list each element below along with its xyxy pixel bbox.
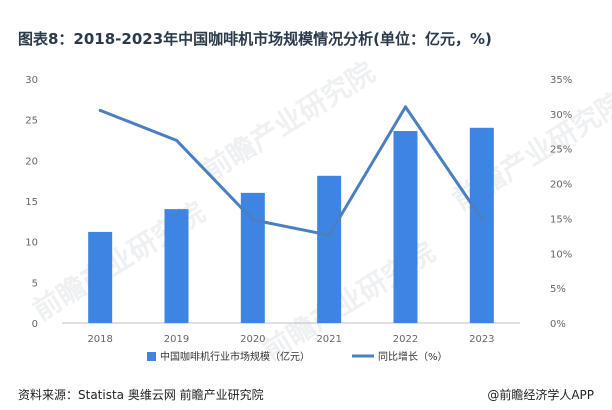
- x-tick-label: 2023: [469, 334, 494, 345]
- left-tick-label: 25: [25, 116, 38, 127]
- line-point: [175, 138, 178, 142]
- right-tick-label: 30%: [550, 110, 572, 121]
- bar: [240, 192, 265, 323]
- right-tick-label: 5%: [550, 284, 566, 295]
- left-tick-label: 10: [25, 238, 38, 249]
- x-tick-label: 2022: [393, 334, 418, 345]
- left-tick-label: 0: [32, 319, 38, 330]
- right-tick-label: 25%: [550, 145, 572, 156]
- left-tick-label: 15: [25, 197, 38, 208]
- chart-title: 图表8：2018-2023年中国咖啡机市场规模情况分析(单位：亿元，%): [18, 30, 492, 48]
- bar: [393, 131, 418, 323]
- legend-bar-swatch: [147, 352, 156, 361]
- left-tick-label: 30: [25, 75, 38, 86]
- line-series: [98, 105, 484, 237]
- x-tick-label: 2018: [87, 334, 112, 345]
- x-tick-label: 2020: [240, 334, 265, 345]
- brand-label: @前瞻经济学人APP: [487, 388, 594, 402]
- right-tick-label: 0%: [550, 319, 566, 330]
- bar: [164, 209, 189, 323]
- axes: 0 5 10 15 20 25 30 0% 5% 10% 15% 20% 25% 30% 35% 2018 20…: [25, 75, 572, 345]
- bar-series: [88, 127, 494, 323]
- bar: [88, 231, 113, 323]
- legend-line-label: 同比增长（%）: [378, 350, 448, 363]
- legend: 中国咖啡机行业市场规模（亿元） 同比增长（%）: [147, 350, 448, 363]
- right-tick-label: 35%: [550, 75, 572, 86]
- source-note: 资料来源：Statista 奥维云网 前瞻产业研究院: [18, 388, 264, 402]
- legend-bar-label: 中国咖啡机行业市场规模（亿元）: [160, 350, 310, 363]
- bar: [317, 175, 342, 323]
- line-point: [251, 218, 255, 222]
- line-point: [404, 105, 407, 109]
- right-tick-label: 15%: [550, 214, 572, 225]
- left-tick-label: 20: [25, 156, 38, 167]
- left-tick-label: 5: [32, 278, 38, 289]
- x-tick-label: 2021: [316, 334, 341, 345]
- line-point: [327, 233, 331, 237]
- x-tick-label: 2019: [164, 334, 189, 345]
- right-tick-label: 10%: [550, 249, 572, 260]
- right-tick-label: 20%: [550, 180, 572, 191]
- growth-line: [99, 105, 484, 237]
- line-point: [98, 108, 102, 112]
- combo-chart: 0 5 10 15 20 25 30 0% 5% 10% 15% 20% 25% 30% 35% 2018 20…: [25, 75, 572, 363]
- line-point: [480, 217, 484, 221]
- bar: [469, 127, 494, 323]
